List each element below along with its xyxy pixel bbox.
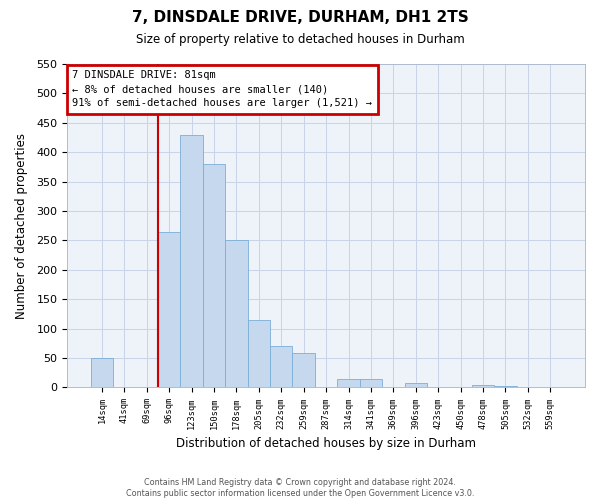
Y-axis label: Number of detached properties: Number of detached properties [15, 132, 28, 318]
Bar [158, 232, 181, 388]
Bar [181, 134, 203, 388]
Bar [404, 384, 427, 388]
Bar [494, 386, 517, 388]
Text: Size of property relative to detached houses in Durham: Size of property relative to detached ho… [136, 32, 464, 46]
Bar [270, 346, 292, 388]
X-axis label: Distribution of detached houses by size in Durham: Distribution of detached houses by size … [176, 437, 476, 450]
Bar [539, 387, 562, 388]
Bar [360, 378, 382, 388]
Bar [248, 320, 270, 388]
Text: 7, DINSDALE DRIVE, DURHAM, DH1 2TS: 7, DINSDALE DRIVE, DURHAM, DH1 2TS [131, 10, 469, 25]
Bar [203, 164, 225, 388]
Bar [292, 354, 315, 388]
Bar [337, 378, 360, 388]
Text: 7 DINSDALE DRIVE: 81sqm
← 8% of detached houses are smaller (140)
91% of semi-de: 7 DINSDALE DRIVE: 81sqm ← 8% of detached… [73, 70, 373, 108]
Bar [472, 384, 494, 388]
Bar [225, 240, 248, 388]
Text: Contains HM Land Registry data © Crown copyright and database right 2024.
Contai: Contains HM Land Registry data © Crown c… [126, 478, 474, 498]
Bar [91, 358, 113, 388]
